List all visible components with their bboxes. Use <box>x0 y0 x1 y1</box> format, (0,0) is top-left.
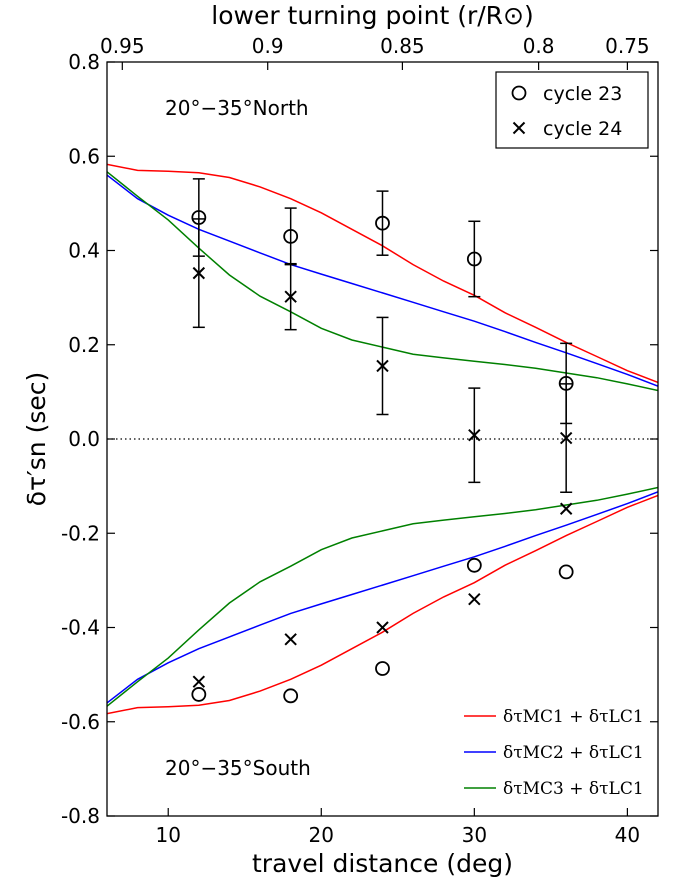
legend-top: cycle 23 cycle 24 <box>495 71 649 149</box>
top-tick-label-5: 0.75 <box>605 34 650 58</box>
legend-top-label-2: cycle 24 <box>543 118 622 140</box>
marker-south-x-3-b <box>376 621 389 634</box>
errorbar-1-4 <box>468 220 481 298</box>
y-tick-label-9: -0.8 <box>61 804 100 828</box>
curve-south-1 <box>107 494 658 715</box>
marker-south-x-4 <box>468 593 481 606</box>
marker-south-circle-4 <box>466 557 482 573</box>
y-tick-label-5: 0.0 <box>68 427 100 451</box>
errorbar-1-3 <box>376 190 389 256</box>
marker-north-x-2 <box>284 290 297 303</box>
marker-north-x-1-b <box>192 266 206 280</box>
text-layer: 10 20 30 40 0.8 0.6 0.4 0.2 0.0 -0.2 -0.4 -0.6 -0.8 0… <box>22 1 650 878</box>
legend-cross-marker <box>512 121 526 135</box>
marker-north-circle-2 <box>283 228 299 244</box>
y-tick-label-1: 0.8 <box>68 50 100 74</box>
plot-layer <box>107 163 658 715</box>
top-tick-label-3: 0.85 <box>380 34 425 58</box>
panel-label-south: 20°−35°South <box>165 756 311 780</box>
x-tick-label-1: 10 <box>155 823 180 847</box>
marker-north-circle-3 <box>375 215 390 231</box>
marker-south-x-1 <box>192 675 206 688</box>
legend-bottom: δτMC1 + δτLC1 δτMC2 + δτLC1 δτMC3 + δτLC1 <box>464 707 644 799</box>
legend-bottom-label-2: δτMC2 + δτLC1 <box>503 743 644 763</box>
marker-south-circle-2 <box>283 688 299 704</box>
top-tick-label-4: 0.8 <box>523 34 555 58</box>
marker-south-x-5-b <box>559 502 573 515</box>
marker-north-x-2-b <box>284 290 297 303</box>
marker-south-circle-5 <box>558 564 574 580</box>
panel-label-north: 20°−35°North <box>165 96 309 120</box>
marker-south-circle-3 <box>375 661 390 676</box>
y-tick-label-3: 0.4 <box>68 239 100 263</box>
x-axis-title: travel distance (deg) <box>252 849 513 878</box>
legend-bottom-label-3: δτMC3 + δτLC1 <box>503 779 644 799</box>
legend-top-label-1: cycle 23 <box>543 83 622 105</box>
y-tick-label-4: 0.2 <box>68 333 100 357</box>
marker-north-circle-4 <box>466 251 482 267</box>
marker-south-x-2 <box>284 633 297 646</box>
top-axis-title: lower turning point (r/R⊙) <box>211 1 533 30</box>
legend-cross-marker-b <box>512 121 526 135</box>
curve-south-3 <box>107 486 658 707</box>
marker-north-x-4-b <box>468 429 481 442</box>
marker-north-x-5-b <box>559 431 573 445</box>
marker-north-x-4 <box>468 429 481 442</box>
tick-layer <box>107 61 658 817</box>
y-tick-label-8: -0.6 <box>61 710 100 734</box>
marker-south-x-4-b <box>468 593 481 606</box>
marker-north-x-3 <box>376 359 389 373</box>
y-tick-label-2: 0.6 <box>68 144 100 168</box>
top-tick-label-2: 0.9 <box>252 34 284 58</box>
x-tick-label-2: 20 <box>309 823 334 847</box>
y-tick-label-6: -0.2 <box>61 521 100 545</box>
marker-south-x-5 <box>559 502 573 515</box>
y-tick-label-7: -0.4 <box>61 616 100 640</box>
marker-north-x-1 <box>192 266 206 280</box>
y-axis-title: δτ′sn (sec) <box>22 372 51 507</box>
x-tick-label-4: 40 <box>615 823 640 847</box>
marker-south-x-3 <box>376 621 389 634</box>
errorbar-1-2 <box>284 207 297 266</box>
marker-north-x-5 <box>559 431 573 445</box>
legend-top-box <box>495 71 649 149</box>
top-tick-label-1: 0.95 <box>100 34 145 58</box>
marker-south-x-2-b <box>284 633 297 646</box>
marker-north-x-3-b <box>376 359 389 373</box>
legend-bottom-label-1: δτMC1 + δτLC1 <box>503 707 644 727</box>
curve-south-2 <box>107 491 658 704</box>
legend-circle-marker <box>511 85 527 101</box>
x-tick-label-3: 30 <box>462 823 487 847</box>
marker-south-circle-1 <box>191 687 207 702</box>
marker-south-x-1-b <box>192 675 206 688</box>
